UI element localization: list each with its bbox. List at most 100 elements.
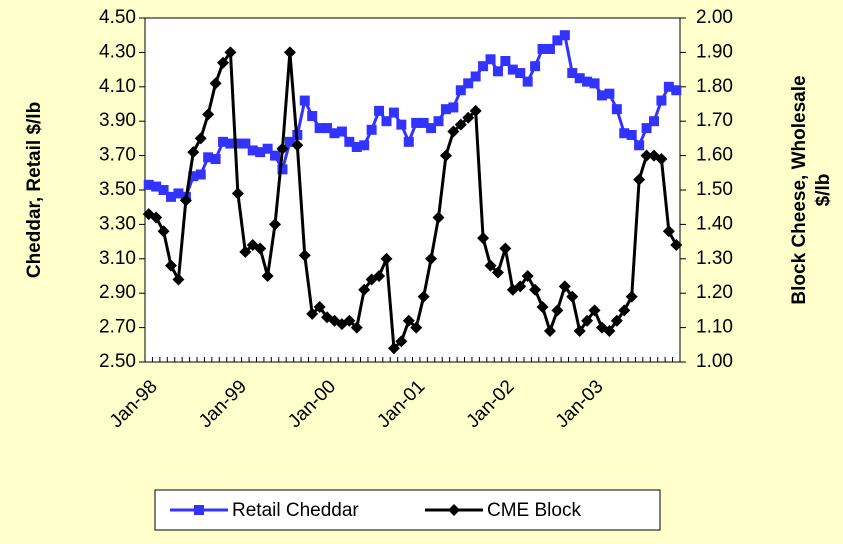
point	[291, 139, 304, 152]
y2-tick-label: 1.80	[696, 76, 733, 97]
point	[143, 179, 154, 190]
point	[589, 78, 600, 89]
point	[410, 321, 423, 334]
point	[544, 43, 555, 54]
point	[210, 154, 221, 165]
point	[491, 266, 504, 279]
point	[463, 78, 474, 89]
point	[469, 104, 482, 117]
point	[492, 66, 503, 77]
point	[566, 290, 579, 303]
point	[202, 108, 215, 121]
point	[254, 242, 267, 255]
y2-tick-label: 1.10	[696, 317, 733, 338]
point	[151, 181, 162, 192]
point	[225, 138, 236, 149]
legend-marker	[448, 504, 460, 516]
point	[298, 249, 311, 262]
point	[232, 138, 243, 149]
point	[640, 149, 653, 162]
point	[344, 136, 355, 147]
y2-axis-title: Block Cheese, Wholesale	[789, 75, 810, 304]
point	[307, 111, 318, 122]
point	[194, 132, 207, 145]
y2-tick-label: 1.00	[696, 351, 733, 372]
point	[582, 76, 593, 87]
point	[387, 342, 400, 355]
y-tick-label: 3.50	[99, 179, 136, 200]
point	[418, 117, 429, 128]
point	[351, 142, 362, 152]
point	[313, 300, 326, 313]
point	[187, 146, 200, 159]
y-tick-label: 3.10	[99, 248, 136, 269]
point	[618, 304, 631, 317]
point	[588, 304, 601, 317]
point	[261, 270, 274, 282]
point	[529, 283, 542, 296]
point	[447, 125, 460, 138]
point	[499, 242, 512, 255]
point	[403, 136, 414, 147]
point	[276, 142, 289, 155]
point	[247, 145, 258, 156]
point	[255, 147, 266, 158]
point	[433, 116, 444, 127]
point	[671, 85, 682, 96]
y-axis-title: Cheddar, Retail $/lb	[24, 102, 45, 278]
point	[454, 118, 467, 131]
point	[670, 239, 683, 252]
y2-tick-label: 2.00	[696, 7, 733, 28]
y-tick-label: 3.70	[99, 145, 136, 166]
point	[277, 164, 288, 175]
point	[239, 245, 252, 258]
point	[358, 283, 371, 296]
point	[634, 140, 645, 151]
point	[374, 105, 385, 116]
point	[173, 188, 184, 199]
point	[573, 325, 586, 338]
plot-area	[144, 17, 681, 363]
point	[663, 81, 674, 92]
point	[626, 129, 637, 140]
point	[396, 119, 407, 130]
point	[551, 304, 564, 317]
y-tick-label: 2.70	[99, 317, 136, 338]
point	[179, 194, 192, 207]
point	[611, 104, 622, 115]
y2-tick-label: 1.20	[696, 282, 733, 303]
point	[500, 56, 511, 66]
point	[336, 126, 347, 137]
point	[581, 314, 594, 327]
legend-box	[154, 489, 661, 531]
y-tick-label: 3.90	[99, 110, 136, 131]
point	[641, 123, 652, 134]
point	[359, 140, 370, 151]
y-tick-label: 4.10	[99, 76, 136, 97]
point	[402, 314, 415, 327]
y-tick-label: 3.30	[99, 213, 136, 234]
point	[596, 90, 607, 101]
point	[633, 173, 646, 186]
point	[432, 211, 445, 224]
point	[656, 95, 667, 106]
point	[299, 95, 310, 106]
point	[417, 290, 430, 303]
legend-marker	[194, 505, 204, 515]
point	[166, 191, 177, 202]
point	[269, 218, 282, 231]
point	[470, 71, 481, 82]
legend-label: CME Block	[487, 500, 581, 521]
point	[507, 64, 518, 75]
point	[484, 259, 497, 272]
point	[306, 307, 319, 320]
point	[662, 225, 675, 238]
y2-axis-title: $/lb	[813, 174, 834, 207]
point	[655, 153, 668, 166]
point	[381, 116, 392, 127]
point	[395, 335, 408, 348]
y2-tick-label: 1.70	[696, 110, 733, 131]
point	[448, 102, 459, 113]
point	[536, 300, 549, 313]
point	[478, 61, 489, 72]
